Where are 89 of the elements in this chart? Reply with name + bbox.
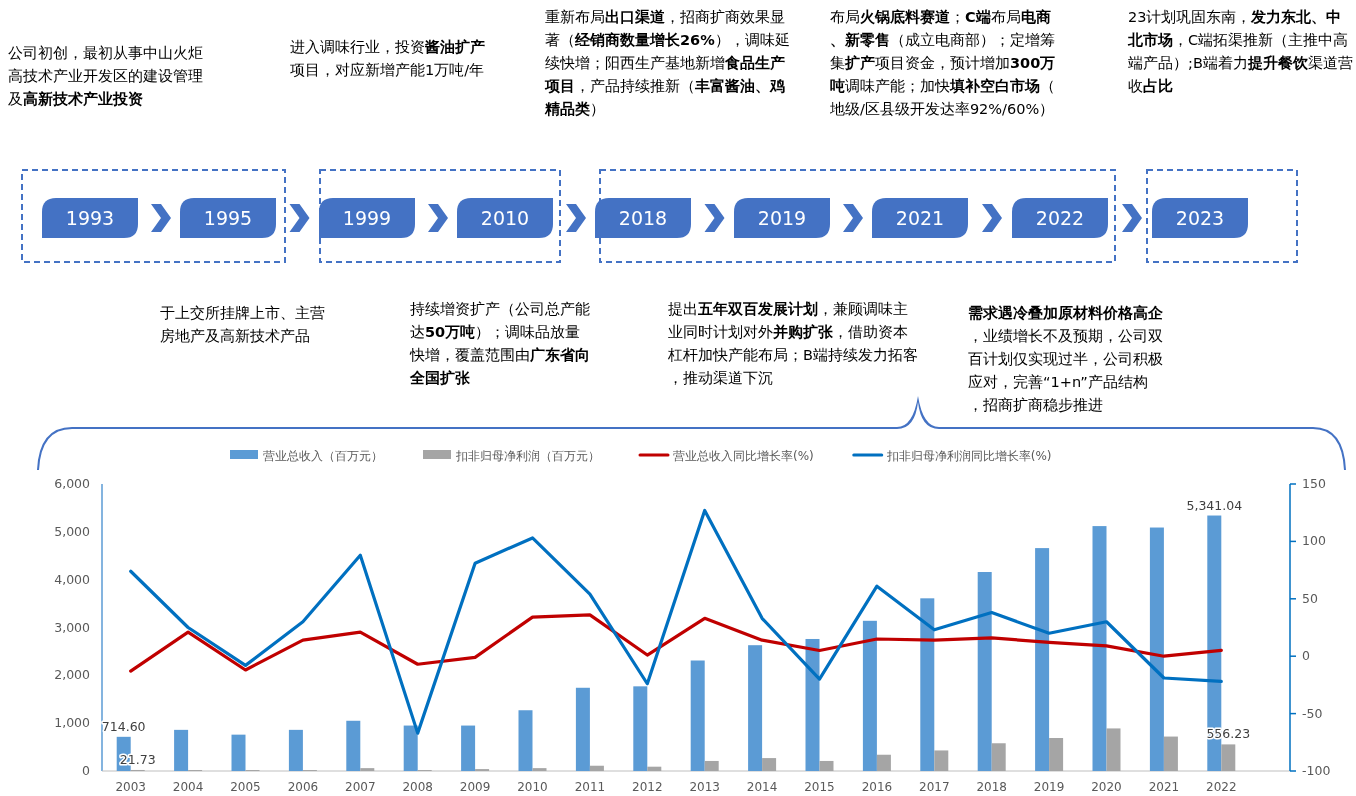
y-tick-label: 1,000 [54, 715, 91, 731]
bar [934, 750, 949, 771]
bar [174, 729, 189, 771]
bar [231, 734, 246, 771]
legend-label: 营业总收入同比增长率(%) [673, 448, 814, 463]
text: 布局火锅底料赛道；C端布局电商、新零售（成立电商部）；定增筹集扩产项目资金，预计增加300万吨调味产能；加快填补空白市场（地级/区县级开发达率92%/60%） [830, 9, 1056, 117]
y-tick-label: 2,000 [54, 667, 91, 683]
line-series [129, 613, 1223, 673]
bar [346, 720, 361, 771]
text: 2022 [1035, 207, 1085, 229]
x-tick-label: 2018 [976, 780, 1007, 794]
bar [532, 768, 547, 771]
text: 重新布局出口渠道，招商扩商效果显著（经销商数量增长26%），调味延续快增；阳西生产基地新增食品生产项目，产品持续推新（丰富酱油、鸡精品类） [545, 9, 790, 117]
text: 2018 [618, 207, 668, 229]
bar [1163, 736, 1178, 771]
bar [1049, 738, 1064, 771]
bar [647, 766, 662, 771]
x-tick-label: 2015 [804, 780, 835, 794]
text: 于上交所挂牌上市、主营房地产及高新技术产品 [160, 305, 325, 344]
x-tick-label: 2022 [1206, 780, 1237, 794]
y-tick-label: 6,000 [54, 476, 91, 491]
text: 公司初创，最初从事中山火炬高技术产业开发区的建设管理及高新技术产业投资 [8, 45, 203, 107]
bar [518, 710, 533, 771]
bar [575, 687, 590, 771]
y2-tick-label: -100 [1302, 763, 1331, 778]
legend-label: 扣非归母净利润（百万元） [455, 448, 600, 463]
text: 2023 [1175, 207, 1225, 229]
y-tick-label: 3,000 [54, 619, 91, 635]
bar [977, 572, 992, 771]
y2-tick-label: 50 [1302, 590, 1318, 606]
y2-tick-label: 100 [1302, 533, 1326, 549]
text: 需求遇冷叠加原材料价格高企，业绩增长不及预期，公司双百计划仅实现过半，公司积极应对，完善“1+n”产品结构，招商扩商稳步推进 [968, 304, 1164, 413]
text: 1999 [342, 207, 392, 229]
bar [288, 729, 303, 771]
text: 2010 [480, 207, 530, 229]
bar [360, 768, 375, 771]
x-tick-label: 2020 [1091, 780, 1122, 794]
x-tick-label: 2019 [1033, 780, 1065, 794]
y-tick-label: 0 [82, 763, 91, 778]
bar [748, 645, 763, 771]
text: 23计划巩固东南，发力东北、中北市场，C端拓渠推新（主推中高端产品）;B端着力提升餐饮渠道营收占比 [1128, 9, 1353, 94]
bar [690, 660, 705, 771]
x-tick-label: 2011 [574, 780, 606, 794]
x-tick-label: 2010 [517, 780, 548, 794]
x-tick-label: 2013 [689, 780, 720, 794]
bar [1035, 548, 1050, 771]
text: 进入调味行业，投资酱油扩产项目，对应新增产能1万吨/年 [290, 38, 485, 78]
bar [461, 725, 476, 771]
bar [920, 598, 935, 771]
bar [1092, 526, 1107, 771]
x-tick-label: 2012 [632, 780, 663, 794]
x-tick-label: 2004 [172, 780, 204, 794]
x-tick-label: 2007 [345, 780, 376, 794]
bar [1106, 728, 1121, 771]
text: 2021 [895, 207, 945, 229]
x-tick-label: 2021 [1148, 780, 1180, 794]
x-tick-label: 2016 [861, 780, 893, 794]
y-tick-label: 5,000 [54, 523, 91, 539]
y2-tick-label: 150 [1302, 476, 1326, 491]
bar [991, 743, 1006, 771]
bar [805, 638, 820, 771]
text: 提出五年双百发展计划，兼顾调味主业同时计划对外并购扩张，借助资本杠杆加快产能布局；B端持续发力拓客，推动渠道下沉 [668, 301, 918, 386]
bar [819, 760, 834, 771]
text: 1993 [65, 207, 115, 229]
data-label: 5,341.04 [1186, 497, 1243, 513]
x-tick-label: 2009 [459, 780, 491, 794]
x-tick-label: 2003 [115, 780, 146, 794]
text: 2019 [757, 207, 807, 229]
y2-tick-label: 0 [1302, 648, 1310, 664]
x-tick-label: 2014 [746, 780, 778, 794]
y2-tick-label: -50 [1302, 705, 1323, 721]
x-tick-label: 2008 [402, 780, 433, 794]
y-tick-label: 4,000 [54, 571, 91, 587]
bar [1149, 527, 1164, 771]
legend-label: 扣非归母净利润同比增长率(%) [885, 448, 1052, 463]
bar [633, 686, 648, 771]
text: 1995 [203, 207, 253, 229]
bar [876, 754, 891, 771]
bar [762, 758, 777, 771]
text: 持续增资扩产（公司总产能达50万吨）；调味品放量快增，覆盖范围由广东省向全国扩张 [410, 301, 590, 386]
bar [862, 620, 877, 771]
x-tick-label: 2017 [919, 780, 950, 794]
bar [589, 765, 604, 771]
bar [1221, 744, 1236, 771]
bar [704, 760, 719, 771]
legend-label: 营业总收入（百万元） [263, 448, 383, 463]
x-tick-label: 2006 [287, 780, 319, 794]
x-tick-label: 2005 [230, 780, 261, 794]
bar [403, 725, 418, 771]
